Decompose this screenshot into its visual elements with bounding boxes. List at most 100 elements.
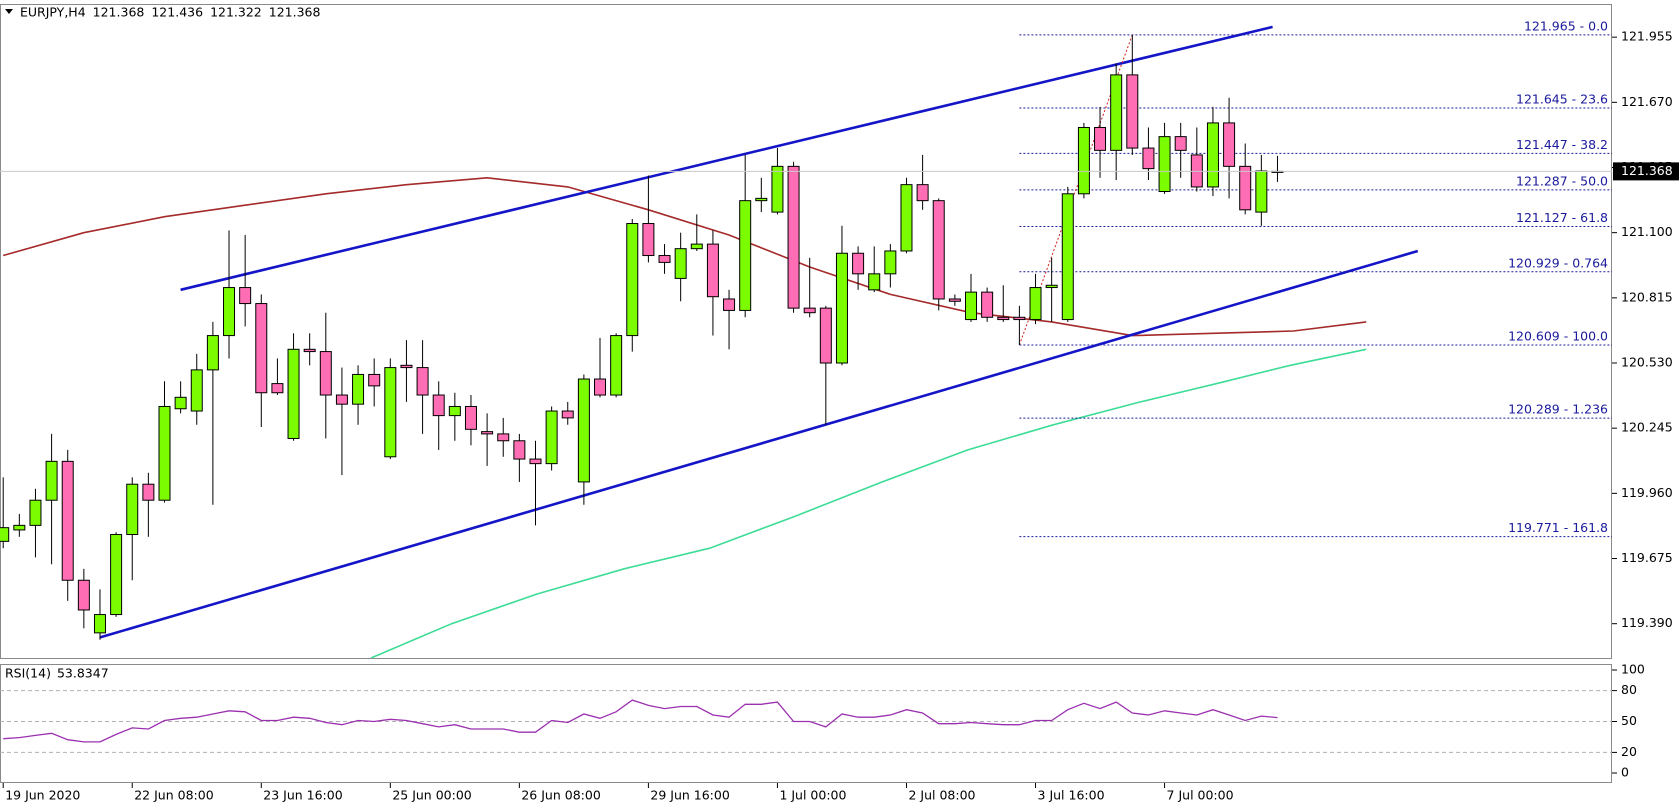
symbol-title: EURJPY,H4 — [20, 5, 86, 20]
fib-level-label: 119.771 - 161.8 — [1508, 520, 1608, 535]
collapse-triangle — [5, 9, 13, 14]
candle-body — [852, 252, 865, 275]
candle-body — [0, 527, 10, 542]
fib-level-label: 120.289 - 1.236 — [1508, 402, 1608, 417]
candle-body — [384, 367, 397, 458]
candle-body — [1255, 170, 1268, 213]
candle-body — [303, 348, 316, 353]
y-tick-label: 121.955 — [1621, 29, 1673, 44]
candle-body — [626, 223, 639, 337]
candle-body — [884, 250, 897, 275]
candle-body — [45, 460, 58, 501]
x-tick-label: 29 Jun 16:00 — [650, 788, 729, 803]
candle-body — [481, 431, 494, 435]
candle-body — [464, 405, 477, 430]
header-ohlc-value: 121.368 — [93, 5, 145, 20]
candle-body — [771, 165, 784, 213]
candle-body — [497, 433, 510, 442]
candle-body — [271, 383, 284, 394]
candle-body — [932, 200, 945, 300]
x-tick-label: 7 Jul 00:00 — [1167, 788, 1234, 803]
moving-average — [2, 176, 1367, 337]
fib-anchor-line — [1018, 34, 1133, 346]
candle-body — [868, 273, 881, 291]
candle-body — [787, 165, 800, 309]
candle-body — [190, 369, 203, 412]
candle-body — [158, 405, 171, 501]
candle-body — [803, 307, 816, 314]
channel-line — [180, 25, 1273, 292]
rsi-panel-frame — [0, 664, 1612, 783]
y-tick-label: 119.390 — [1621, 615, 1673, 630]
candle-body — [239, 287, 252, 305]
channel-line — [99, 249, 1419, 639]
main-panel-frame — [0, 4, 1612, 659]
current-price-box — [1613, 162, 1679, 181]
candle-body — [206, 335, 219, 371]
y-tick-label: 120.245 — [1621, 420, 1673, 435]
candle-body — [174, 396, 187, 410]
candle-body — [577, 378, 590, 483]
candle-body — [223, 287, 236, 337]
candle-body — [416, 367, 429, 396]
candle-body — [1158, 136, 1171, 193]
y-tick-label: 20 — [1621, 744, 1637, 759]
candle-body — [1223, 122, 1236, 167]
moving-average — [370, 348, 1367, 658]
candle-body — [93, 614, 106, 634]
candle-body — [1029, 287, 1042, 321]
rsi-line — [3, 699, 1278, 743]
x-tick-label: 2 Jul 08:00 — [908, 788, 975, 803]
candle-body — [835, 252, 848, 364]
fib-level-label: 121.287 - 50.0 — [1516, 173, 1608, 188]
candle-body — [1110, 74, 1123, 151]
candle-body — [658, 255, 671, 263]
candle-body — [674, 248, 687, 279]
candle-body — [368, 373, 381, 387]
fib-level-label: 121.645 - 23.6 — [1516, 92, 1608, 107]
candle-body — [1077, 126, 1090, 195]
y-tick-label: 120.815 — [1621, 289, 1673, 304]
candle-body — [981, 291, 994, 318]
candle-body — [610, 335, 623, 396]
candle-body — [61, 460, 74, 581]
fib-level-label: 120.929 - 0.764 — [1508, 255, 1608, 270]
current-price-label: 121.368 — [1621, 163, 1673, 178]
candle-body — [1206, 122, 1219, 188]
candle-body — [997, 316, 1010, 321]
candle-body — [948, 298, 961, 302]
y-tick-label: 0 — [1621, 765, 1629, 780]
candle-body — [335, 394, 348, 405]
x-tick-label: 19 Jun 2020 — [5, 788, 80, 803]
candle-body — [1013, 316, 1026, 321]
x-tick-label: 23 Jun 16:00 — [263, 788, 342, 803]
header-ohlc-value: 121.368 — [269, 5, 321, 20]
candle-body — [545, 410, 558, 465]
candle-body — [1239, 165, 1252, 211]
y-tick-label: 121.670 — [1621, 94, 1673, 109]
candle-body — [1045, 284, 1058, 289]
candle-body — [13, 524, 26, 531]
main-plot — [0, 25, 1612, 658]
candle-body — [706, 243, 719, 298]
y-tick-label: 119.960 — [1621, 485, 1673, 500]
rsi-plot — [0, 690, 1612, 753]
fib-level-label: 121.447 - 38.2 — [1516, 137, 1608, 152]
candle-body — [255, 303, 268, 394]
candle-body — [916, 184, 929, 202]
y-tick-label: 80 — [1621, 682, 1637, 697]
candle-body — [755, 197, 768, 202]
candle-body — [1174, 136, 1187, 151]
indicator-value: 53.8347 — [57, 666, 109, 681]
candle-body — [448, 405, 461, 417]
y-tick-label: 119.675 — [1621, 550, 1673, 565]
fib-level-label: 120.609 - 100.0 — [1508, 328, 1608, 343]
y-tick-label: 100 — [1621, 662, 1645, 677]
candle-body — [561, 410, 574, 419]
candle-body — [126, 483, 139, 536]
y-tick-label: 50 — [1621, 713, 1637, 728]
candle-body — [690, 243, 703, 250]
fib-level-label: 121.965 - 0.0 — [1524, 18, 1608, 33]
candle-body — [400, 364, 413, 369]
